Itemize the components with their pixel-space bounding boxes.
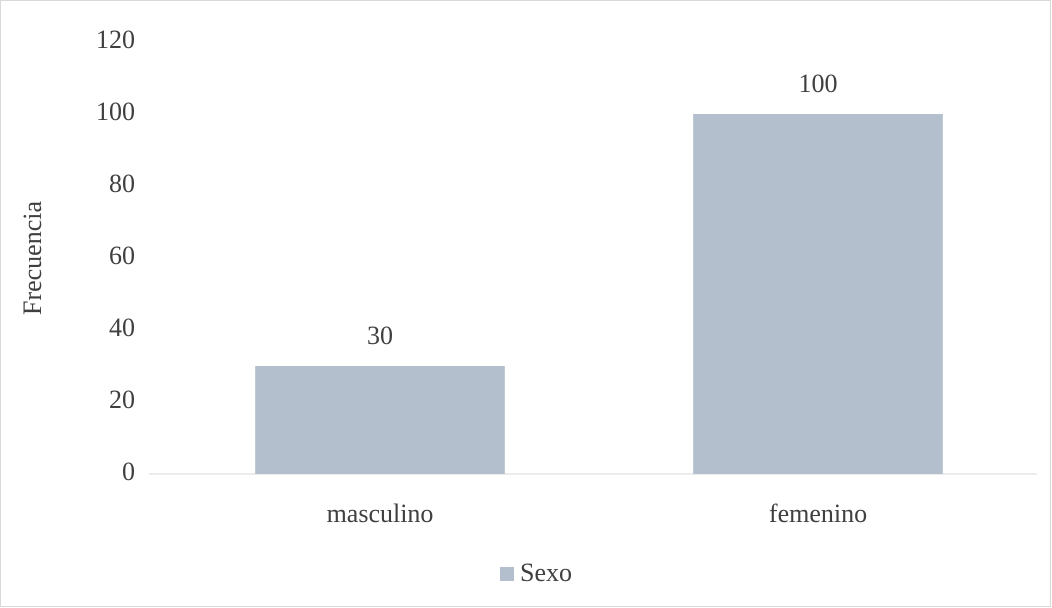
y-tick-label: 80 [109,169,135,198]
y-tick-label: 120 [96,25,135,54]
bar [693,114,943,474]
x-tick-label: femenino [769,499,867,528]
y-tick-label: 20 [109,385,135,414]
bar [255,366,505,474]
data-label: 100 [799,69,838,98]
y-tick-label: 60 [109,241,135,270]
legend-label: Sexo [520,558,572,587]
data-label: 30 [367,321,393,350]
legend-swatch [500,567,514,581]
y-tick-label: 0 [122,457,135,486]
x-tick-label: masculino [327,499,434,528]
y-axis-label: Frecuencia [18,201,47,316]
y-tick-label: 40 [109,313,135,342]
y-tick-label: 100 [96,97,135,126]
